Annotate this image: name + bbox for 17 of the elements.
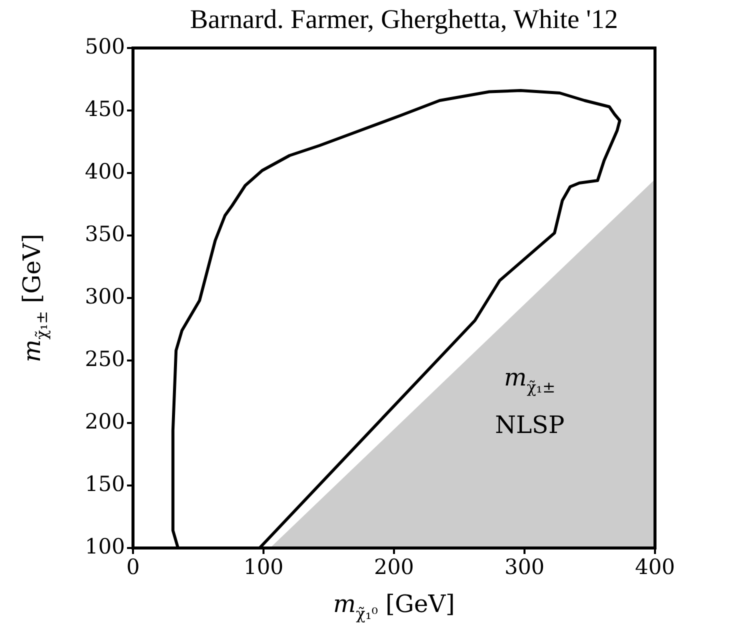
y-tick-label: 100 — [84, 534, 125, 558]
y-tick-label: 250 — [84, 346, 125, 371]
x-tick-label: 0 — [126, 555, 140, 580]
chart-title: Barnard. Farmer, Gherghetta, White '12 — [190, 4, 618, 34]
y-axis-title: mχ̃₁± [GeV] — [18, 234, 52, 362]
y-tick-label: 400 — [84, 159, 125, 184]
annotation: NLSP — [494, 411, 564, 439]
x-tick-label: 100 — [243, 555, 284, 580]
x-tick-label: 300 — [504, 555, 545, 580]
y-tick-label: 500 — [84, 34, 125, 58]
x-tick-label: 200 — [374, 555, 414, 580]
y-tick-label: 150 — [84, 472, 125, 496]
y-tick-label: 300 — [84, 284, 125, 308]
x-tick-label: 400 — [634, 555, 676, 580]
y-tick-label: 200 — [84, 409, 125, 434]
y-tick-label: 450 — [84, 96, 125, 121]
y-tick-label: 350 — [84, 222, 125, 246]
